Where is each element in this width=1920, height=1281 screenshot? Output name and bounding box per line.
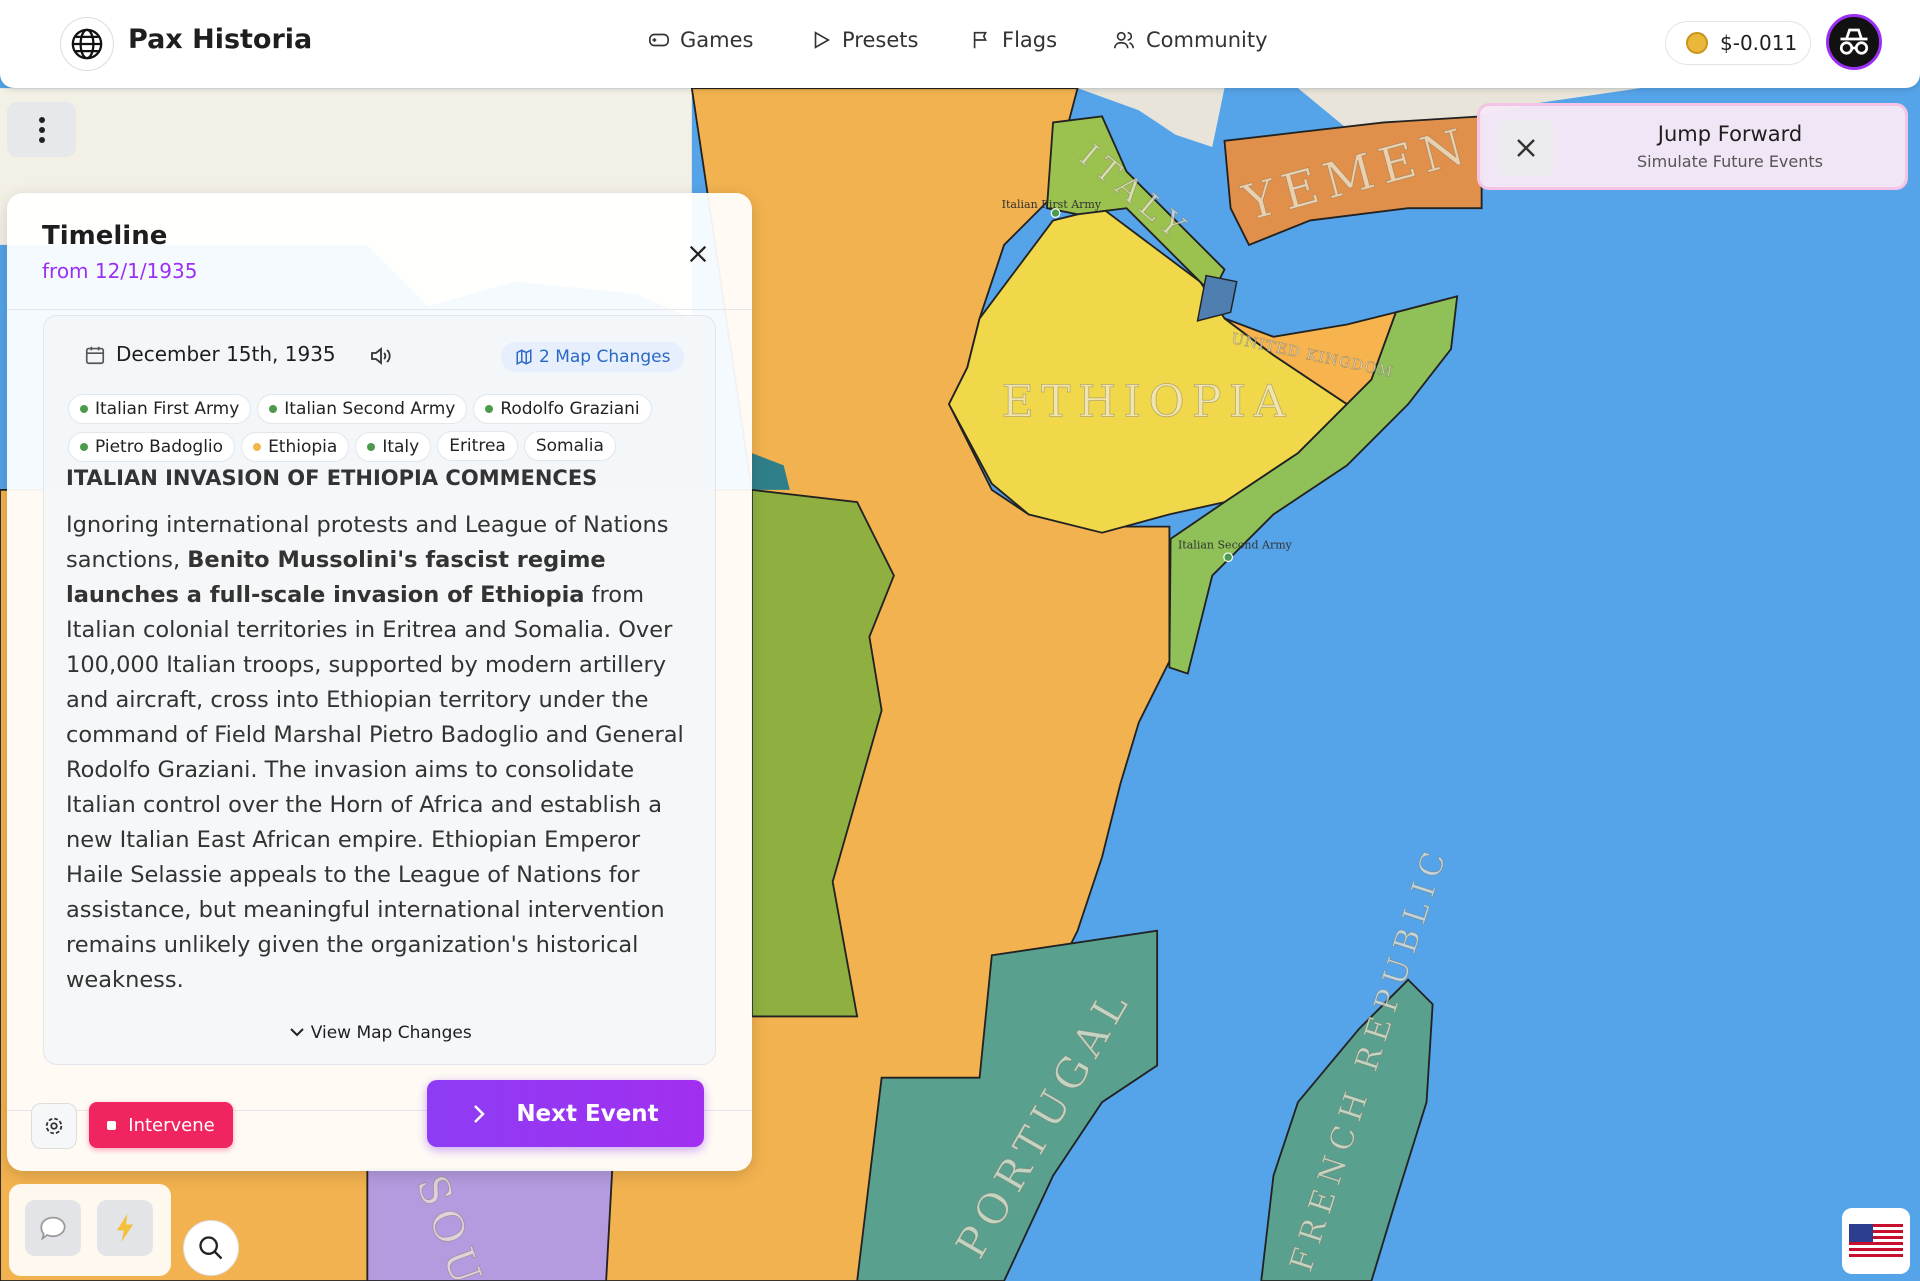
event-date: December 15th, 1935 xyxy=(116,342,336,366)
view-map-changes[interactable]: View Map Changes xyxy=(44,1023,717,1043)
tag-dot xyxy=(80,405,88,413)
tag-dot xyxy=(485,405,494,413)
chat-button[interactable] xyxy=(25,1200,81,1256)
speak-button[interactable] xyxy=(369,345,393,367)
text: 2 Map Changes xyxy=(539,347,671,367)
event-headline: ITALIAN INVASION OF ETHIOPIA COMMENCES xyxy=(66,466,598,490)
close-button[interactable] xyxy=(1498,120,1554,176)
nav-item[interactable]: Presets xyxy=(810,28,918,52)
map-changes-badge[interactable]: 2 Map Changes xyxy=(501,342,685,372)
tag-label: Italian First Army xyxy=(95,399,240,419)
text: Next Event xyxy=(516,1100,659,1127)
jump-subtitle: Simulate Future Events xyxy=(1637,152,1823,171)
tag-dot xyxy=(367,443,376,451)
text: Intervene xyxy=(128,1114,215,1136)
tag[interactable]: Italy xyxy=(355,432,432,462)
army-label: Italian First Army xyxy=(1002,198,1102,211)
search-button[interactable] xyxy=(183,1220,239,1276)
nav-item[interactable]: Flags xyxy=(970,28,1057,52)
tag-label: Rodolfo Graziani xyxy=(500,399,640,419)
tag[interactable]: Rodolfo Graziani xyxy=(473,394,652,424)
tag[interactable]: Somalia xyxy=(523,431,616,461)
text: Presets xyxy=(842,28,919,52)
app-title: Pax Historia xyxy=(128,24,313,55)
tag[interactable]: Ethiopia xyxy=(241,432,350,462)
text: Games xyxy=(680,28,754,52)
timeline-title: Timeline xyxy=(42,221,168,251)
action-button[interactable] xyxy=(97,1200,153,1256)
text: View Map Changes xyxy=(310,1023,472,1043)
tag-label: Somalia xyxy=(535,436,604,456)
close-button[interactable] xyxy=(687,243,709,265)
tag-dot xyxy=(253,443,262,451)
flag-button[interactable] xyxy=(1842,1208,1910,1274)
map-label: ETHIOPIA xyxy=(1002,376,1293,427)
tag-label: Pietro Badoglio xyxy=(95,437,224,457)
tag-dot xyxy=(80,443,88,451)
balance[interactable]: $-0.011 xyxy=(1665,21,1811,65)
settings-button[interactable] xyxy=(31,1103,77,1149)
logo[interactable] xyxy=(60,17,114,71)
jump-forward[interactable]: Jump Forward Simulate Future Events xyxy=(1477,103,1908,190)
menu-button[interactable] xyxy=(7,102,76,157)
timeline-panel: Timeline from 12/1/1935 December 15th, 1… xyxy=(7,193,752,1171)
army-label: Italian Second Army xyxy=(1178,539,1293,552)
tag[interactable]: Pietro Badoglio xyxy=(68,432,236,462)
text: $-0.011 xyxy=(1720,31,1798,55)
tag-label: Eritrea xyxy=(449,436,506,456)
event-body: Ignoring international protests and Leag… xyxy=(66,508,696,998)
event-card: December 15th, 1935 2 Map Changes Italia… xyxy=(43,315,716,1065)
tag-label: Italy xyxy=(382,437,420,457)
tool-tray xyxy=(9,1184,171,1276)
text: Community xyxy=(1146,28,1268,52)
tag[interactable]: Italian First Army xyxy=(68,394,252,424)
text: Ignoring international protests and Leag… xyxy=(66,512,669,573)
tag-list: Italian First Army Italian Second Army Rod… xyxy=(68,394,698,469)
nav-item[interactable]: Games xyxy=(648,28,753,52)
jump-title: Jump Forward xyxy=(1657,122,1803,146)
tag[interactable]: Italian Second Army xyxy=(257,394,468,424)
top-bar: Pax Historia Games Presets Flags Communi… xyxy=(0,0,1920,88)
next-event-button[interactable]: Next Event xyxy=(427,1080,704,1147)
tag[interactable]: Eritrea xyxy=(437,431,518,461)
intervene-button[interactable]: Intervene xyxy=(89,1102,233,1148)
tag-label: Italian Second Army xyxy=(284,399,456,419)
avatar[interactable] xyxy=(1826,14,1882,70)
nav-item[interactable]: Community xyxy=(1112,28,1268,52)
tag-dot xyxy=(269,405,278,413)
text: from Italian colonial territories in Eri… xyxy=(66,582,684,993)
text: Flags xyxy=(1002,28,1058,52)
timeline-from: from 12/1/1935 xyxy=(42,259,198,283)
tag-label: Ethiopia xyxy=(268,437,338,457)
text: Benito Mussolini's fascist regime launch… xyxy=(66,547,606,608)
